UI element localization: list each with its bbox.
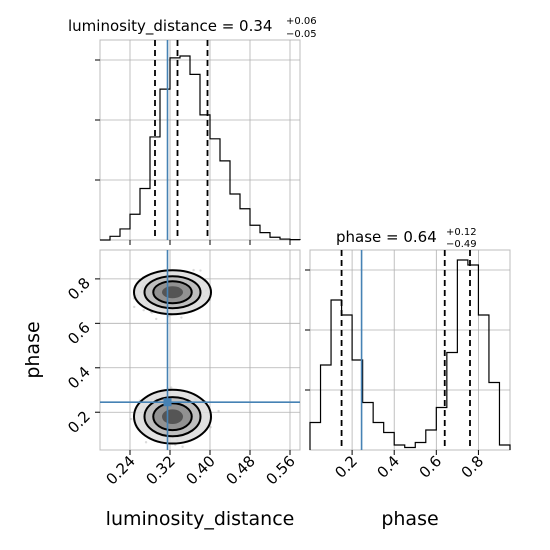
phase-title: phase = 0.64 bbox=[336, 228, 437, 246]
joint-scatter-point bbox=[133, 305, 136, 309]
phase-title-sub: −0.49 bbox=[446, 239, 477, 250]
phase-title-sup: +0.12 bbox=[446, 227, 477, 238]
joint-contour bbox=[133, 388, 212, 445]
joint-scatter-point bbox=[209, 425, 212, 429]
joint-scatter-point bbox=[142, 308, 145, 312]
joint-scatter-point bbox=[130, 417, 133, 421]
ld-title-sup: +0.06 bbox=[286, 16, 317, 27]
ld-histogram bbox=[100, 55, 301, 241]
joint-contour bbox=[152, 280, 193, 305]
joint-scatter-point bbox=[181, 445, 184, 448]
x-tick-label-ld: 0.32 bbox=[142, 452, 178, 488]
x-axis-label-phase: phase bbox=[381, 508, 438, 530]
joint-contour bbox=[133, 269, 212, 316]
joint-density-fill bbox=[162, 409, 183, 424]
ld-title: luminosity_distance = 0.34 bbox=[68, 17, 272, 36]
x-tick-label-phase: 0.6 bbox=[416, 452, 446, 482]
y-tick-label-phase: 0.4 bbox=[64, 363, 94, 393]
y-tick-label-phase: 0.8 bbox=[64, 274, 94, 304]
joint-scatter-point bbox=[170, 386, 173, 389]
joint-density-fill bbox=[162, 286, 183, 299]
y-tick-label-phase: 0.2 bbox=[64, 407, 94, 437]
ld-title-sub: −0.05 bbox=[286, 29, 317, 40]
y-axis-label-phase: phase bbox=[22, 321, 44, 378]
ld-marginal-group bbox=[95, 40, 301, 245]
x-tick-label-ld: 0.24 bbox=[102, 452, 138, 488]
joint-scatter-point bbox=[217, 409, 220, 413]
x-tick-label-ld: 0.56 bbox=[262, 452, 298, 488]
ld-marginal-panel bbox=[99, 39, 301, 241]
x-tick-label-phase: 0.2 bbox=[331, 452, 361, 482]
joint-scatter-point bbox=[155, 317, 158, 321]
joint-scatter-point bbox=[144, 441, 148, 444]
x-tick-label-ld: 0.48 bbox=[222, 452, 258, 488]
phase-histogram bbox=[309, 259, 511, 450]
joint-panel bbox=[99, 249, 301, 451]
x-tick-label-phase: 0.8 bbox=[458, 452, 488, 482]
joint-scatter-point bbox=[199, 269, 202, 272]
phase-marginal-group bbox=[305, 250, 511, 455]
x-axis-label-ld: luminosity_distance bbox=[106, 508, 295, 530]
joint-contour bbox=[143, 275, 202, 310]
joint-truth-marker bbox=[163, 398, 172, 407]
joint-contour bbox=[143, 396, 202, 438]
joint-scatter-point bbox=[192, 268, 195, 272]
joint-group bbox=[95, 250, 300, 455]
phase-marginal-panel bbox=[309, 249, 511, 451]
x-tick-label-phase: 0.4 bbox=[373, 452, 403, 482]
x-tick-label-ld: 0.40 bbox=[182, 452, 218, 488]
y-tick-label-phase: 0.6 bbox=[64, 318, 94, 348]
joint-scatter-point bbox=[180, 316, 183, 319]
joint-contour bbox=[152, 402, 193, 432]
